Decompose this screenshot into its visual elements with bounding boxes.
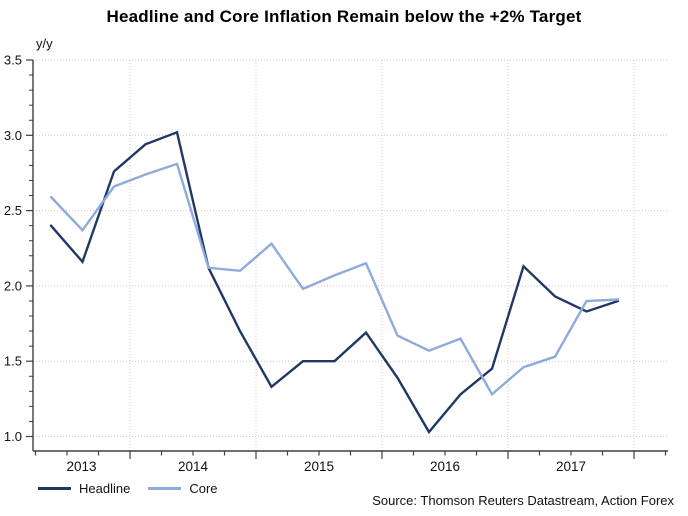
series-line-core: [49, 162, 620, 397]
series-line-headline: [49, 130, 620, 435]
chart-legend: Headline Core: [38, 481, 218, 496]
core-line-swatch-icon: [148, 487, 182, 490]
y-axis-tick-label: 1.5: [4, 354, 22, 369]
headline-line-swatch-icon: [38, 487, 71, 490]
y-axis-tick-label: 3.0: [4, 128, 22, 143]
legend-label-headline: Headline: [79, 481, 131, 496]
x-axis-year-label: 2016: [430, 459, 460, 474]
chart-title: Headline and Core Inflation Remain below…: [106, 7, 582, 26]
y-axis-tick-label: 2.0: [4, 278, 22, 293]
x-axis-year-label: 2014: [178, 459, 209, 474]
x-axis-year-label: 2015: [304, 459, 334, 474]
y-axis-tick-label: 2.5: [4, 203, 22, 218]
legend-label-core: Core: [189, 481, 218, 496]
y-axis-tick-label: 1.0: [4, 429, 22, 444]
x-axis-year-label: 2013: [66, 459, 96, 474]
x-axis-year-label: 2017: [556, 459, 586, 474]
y-axis-unit-label: y/y: [36, 36, 53, 51]
y-axis-tick-label: 3.5: [4, 53, 22, 68]
legend-item-core: Core: [148, 481, 218, 496]
legend-item-headline: Headline: [38, 481, 130, 496]
source-attribution: Source: Thomson Reuters Datastream, Acti…: [372, 493, 674, 508]
